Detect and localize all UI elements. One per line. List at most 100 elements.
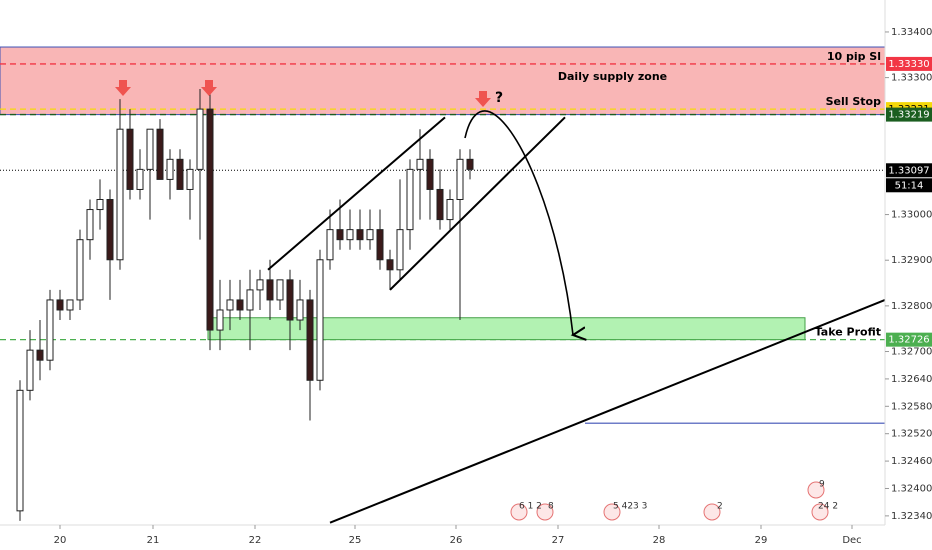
price-label: 1.32726 (888, 335, 929, 346)
event-label: 8 (548, 502, 554, 512)
candle-body (86, 209, 94, 241)
candle-body (196, 108, 204, 170)
price-label: 1.33330 (888, 59, 929, 70)
candle-body (136, 168, 144, 190)
event-icon (703, 503, 721, 521)
candle-body (396, 229, 404, 271)
pivot-arrow (115, 80, 131, 96)
candle-body (416, 158, 424, 170)
candle-body (316, 259, 324, 381)
x-tick-label: 20 (54, 535, 67, 546)
price-label-box (886, 56, 932, 71)
y-tick-label: 1.33000 (891, 210, 932, 221)
event-icon (510, 503, 528, 521)
candle-body (326, 229, 334, 261)
level-label: 10 pip Sl (827, 50, 881, 63)
level-label: Take Profit (815, 326, 881, 339)
candle-body (116, 128, 124, 261)
candle-body (366, 229, 374, 241)
x-tick-label: Dec (842, 535, 861, 546)
candle-body (426, 158, 434, 190)
x-tick-label: 27 (552, 535, 565, 546)
zone-label: Daily supply zone (558, 70, 667, 83)
y-tick-label: 1.32640 (891, 374, 932, 385)
candle-body (336, 229, 344, 241)
trend-line (329, 299, 886, 524)
event-icons (510, 481, 829, 521)
candle-body (376, 229, 384, 261)
candle-body (256, 279, 264, 291)
candle-body (286, 279, 294, 321)
x-tick-label: 28 (653, 535, 666, 546)
candle-body (76, 239, 84, 301)
candle-body (446, 199, 454, 221)
zone (207, 317, 806, 341)
candle-body (226, 299, 234, 311)
candle-body (156, 128, 164, 180)
zone (0, 46, 886, 116)
x-tick-label: 21 (147, 535, 160, 546)
y-tick-label: 1.32520 (891, 429, 932, 440)
price-label: 1.33097 (888, 165, 929, 176)
level-label: Sell Stop (826, 95, 881, 108)
y-tick-label: 1.32700 (891, 347, 932, 358)
event-label: 24 2 (818, 502, 838, 512)
candle-body (36, 349, 44, 361)
candle-body (96, 199, 104, 211)
event-label: 5 423 3 (613, 502, 647, 512)
candle-body (46, 299, 54, 361)
x-tick-label: 29 (755, 535, 768, 546)
x-tick-label: 22 (249, 535, 262, 546)
event-label: 6 1 2 (519, 502, 542, 512)
candle-body (106, 199, 114, 261)
y-tick-label: 1.33400 (891, 27, 932, 38)
price-label-box (886, 332, 932, 347)
candle-body (356, 229, 364, 241)
candle-body (276, 279, 284, 301)
price-label-box (886, 107, 932, 122)
candle-body (16, 389, 24, 512)
candle-body (246, 289, 254, 311)
zones: Daily supply zone (0, 46, 886, 341)
question-mark: ? (495, 90, 503, 106)
axes: 1.333301.332311.332191.3309751:141.32726… (54, 27, 932, 546)
candle-body (146, 128, 154, 170)
trendlines (267, 116, 886, 524)
event-label: 9 (819, 480, 825, 490)
y-tick-label: 1.32400 (891, 483, 932, 494)
x-tick-label: 25 (349, 535, 362, 546)
candle-body (296, 299, 304, 321)
candle-body (126, 128, 134, 190)
candle-body (176, 158, 184, 190)
candle-body (386, 259, 394, 271)
pivot-arrows (115, 80, 491, 107)
event-icon (603, 503, 621, 521)
countdown-box (886, 178, 932, 193)
y-tick-label: 1.33300 (891, 73, 932, 84)
price-label-box (886, 163, 932, 178)
candle-body (266, 279, 274, 301)
trend-line (389, 116, 566, 291)
candle-body (406, 168, 414, 231)
candle-body (26, 349, 34, 391)
y-tick-label: 1.32900 (891, 255, 932, 266)
price-label: 1.33219 (888, 110, 929, 121)
candle-body (186, 168, 194, 190)
candle-body (206, 108, 214, 331)
countdown: 51:14 (895, 180, 924, 191)
candle-body (346, 229, 354, 241)
pivot-arrow (201, 80, 217, 96)
y-tick-label: 1.32460 (891, 456, 932, 467)
candle-body (456, 158, 464, 200)
y-tick-label: 1.32340 (891, 511, 932, 522)
x-tick-label: 26 (450, 535, 463, 546)
event-icon (807, 481, 825, 499)
candle-body (436, 188, 444, 221)
candle-body (466, 158, 474, 170)
candles (16, 89, 474, 521)
levels: 10 pip Sl Sell Stop Take Profit (0, 50, 885, 341)
event-icon (536, 503, 554, 521)
event-icon (811, 503, 829, 521)
candle-body (216, 309, 224, 331)
